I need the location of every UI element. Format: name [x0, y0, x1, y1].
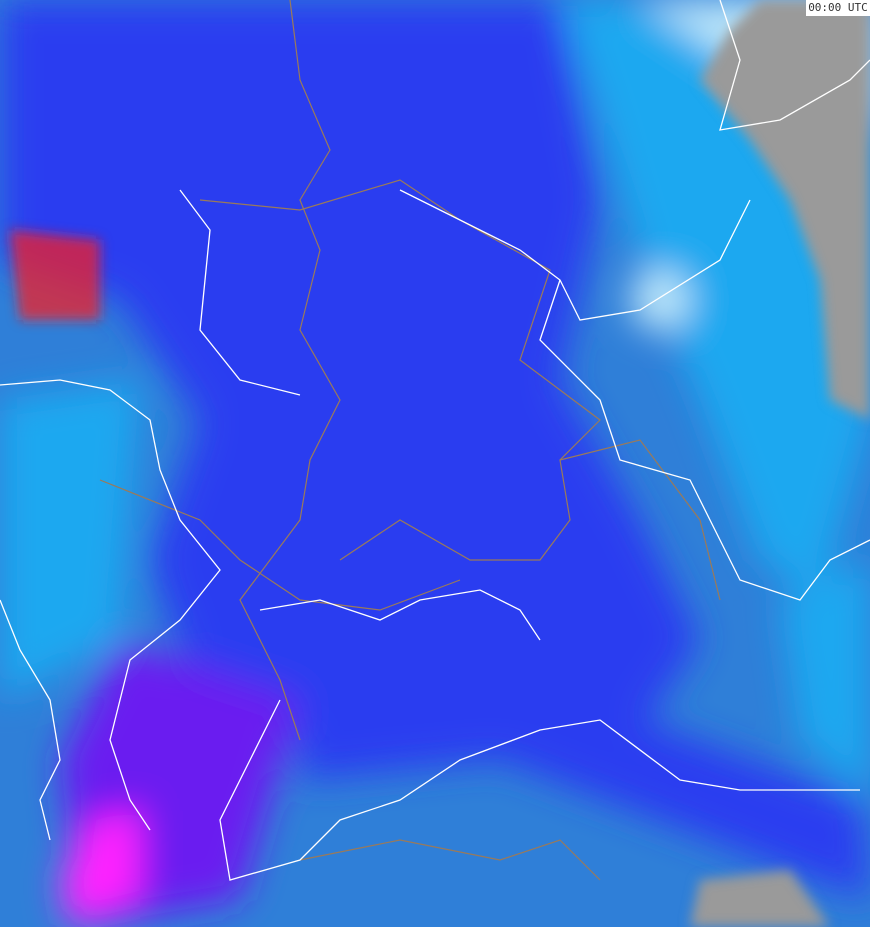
region-borders — [99, 0, 721, 881]
timestamp-label: 00:00 UTC — [806, 0, 870, 16]
no-data-areas — [10, 0, 870, 927]
country-borders — [0, 0, 870, 881]
